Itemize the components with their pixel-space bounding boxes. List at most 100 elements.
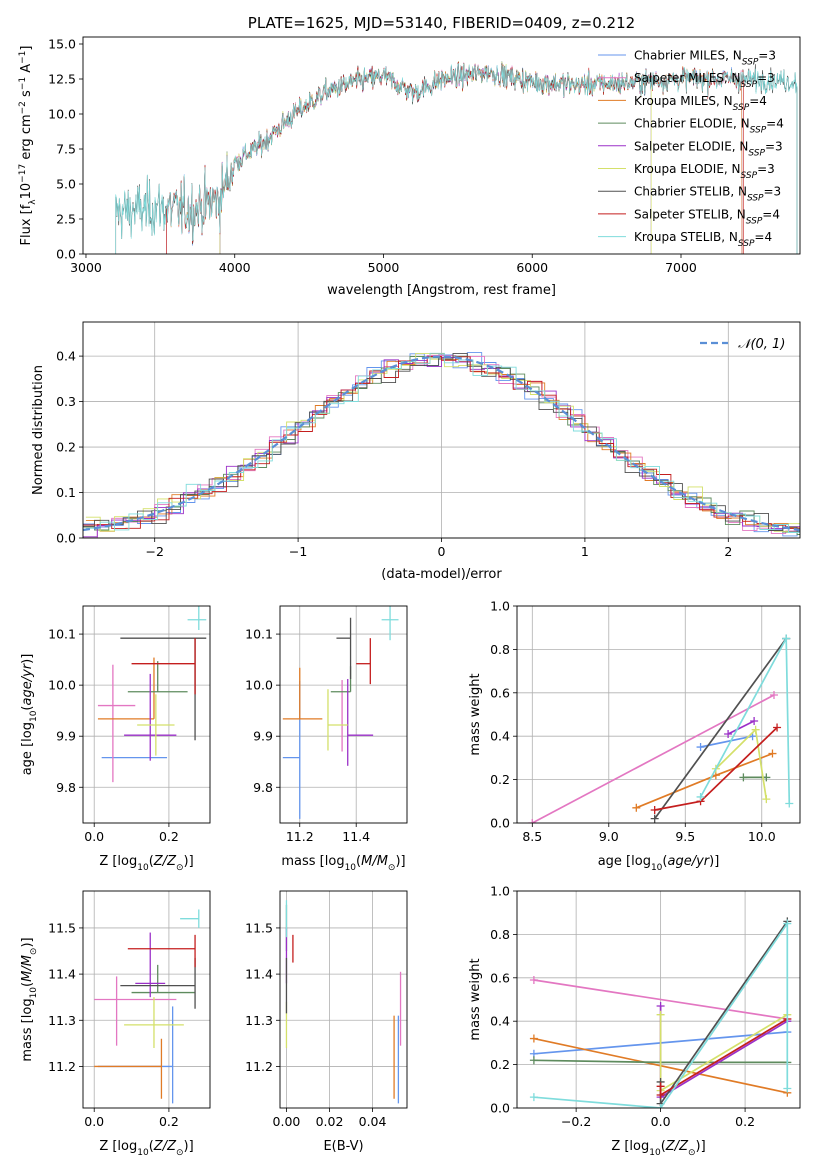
legend-label: Salpeter STELIB, NSSP=4 — [634, 207, 780, 226]
x-axis-label: age [log10(age/yr)] — [598, 854, 720, 873]
axes-weight_vs_age: 8.5 9.0 9.5 10.0 0.0 0.2 0.4 0.6 0.8 1.0 — [490, 599, 801, 844]
weight-marker — [650, 814, 659, 823]
spectrum-line — [166, 61, 743, 254]
weight-marker — [528, 819, 537, 823]
label-part: ⊙ — [176, 863, 184, 873]
weight-marker — [739, 773, 748, 782]
weight-marker — [632, 803, 641, 812]
label-part: ( — [20, 982, 35, 987]
axes-frame — [82, 890, 211, 1109]
weight-marker — [768, 749, 777, 758]
label-part: =3 — [757, 162, 775, 176]
plot-area-age_vs_Z — [97, 606, 207, 783]
y-tick-label: 0.3 — [56, 394, 76, 409]
x-tick-label: 10.0 — [748, 829, 776, 844]
weight-marker — [696, 792, 705, 801]
label-part: 10 — [137, 863, 149, 873]
axes-age_vs_Z: 0.0 0.2 9.8 9.9 10.0 10.1 — [48, 605, 211, 844]
label-part: E(B-V) — [323, 1139, 363, 1154]
label-part: 10 — [345, 863, 357, 873]
label-part: SSP — [738, 239, 755, 249]
x-tick-label: 4000 — [219, 260, 251, 275]
y-tick-label: 2.5 — [56, 212, 76, 227]
y-tick-label: 11.2 — [245, 1059, 273, 1074]
weight-marker — [773, 723, 782, 732]
weight-marker — [750, 717, 759, 726]
label-part: SSP — [747, 194, 764, 204]
x-tick-label: 5000 — [368, 260, 400, 275]
histogram-steps — [83, 352, 800, 537]
y-axis-label: mass weight — [468, 958, 483, 1040]
label-part: Salpeter MILES, N — [634, 71, 741, 85]
x-tick-label: 9.0 — [599, 829, 619, 844]
axes-spectrum: 3000 4000 5000 6000 7000 0.0 2.5 5.0 7.5 10.0 12.5… — [48, 37, 801, 275]
label-part: 10 — [29, 987, 39, 999]
axes-mass_vs_ebv: 0.00 0.02 0.04 11.2 11.3 11.4 11.5 — [245, 890, 408, 1129]
y-tick-label: 11.3 — [48, 1013, 76, 1028]
weight-line — [533, 979, 788, 1020]
label-part: )] — [184, 1139, 194, 1154]
axes-age_vs_mass: 11.2 11.4 9.8 9.9 10.0 10.1 — [245, 605, 408, 844]
x-axis-label: wavelength [Angstrom, rest frame] — [327, 283, 556, 298]
label-part: Z [log — [99, 1139, 137, 1154]
x-tick-label: 11.2 — [286, 829, 314, 844]
x-tick-label: 0.0 — [84, 1114, 104, 1129]
label-part: Salpeter STELIB, N — [634, 207, 746, 221]
weight-marker — [769, 690, 778, 699]
label-part: ( — [661, 1139, 666, 1154]
legend-label: Chabrier MILES, NSSP=3 — [634, 49, 776, 68]
label-part: =3 — [764, 185, 782, 199]
x-axis-label: (data-model)/error — [381, 567, 502, 582]
label-part: Z [log — [611, 1139, 649, 1154]
label-part: SSP — [748, 148, 765, 158]
weight-marker — [783, 919, 792, 928]
x-axis-label: E(B-V) — [323, 1139, 363, 1154]
y-tick-label: 0.0 — [56, 247, 76, 262]
x-tick-label: −2 — [145, 544, 163, 559]
axes-frame — [516, 605, 801, 824]
x-tick-label: 9.5 — [675, 829, 695, 844]
axes-weight_vs_Z: −0.2 0.0 0.2 0.0 0.2 0.4 0.6 0.8 1.0 — [490, 884, 801, 1129]
x-tick-label: 2 — [724, 544, 732, 559]
label-part: =3 — [757, 71, 775, 85]
label-part: Chabrier MILES, N — [634, 49, 742, 63]
weight-line — [715, 727, 768, 800]
label-part: mass [log — [281, 854, 344, 869]
x-axis-label: mass [log10(M/M⊙)] — [281, 854, 405, 873]
plot-area-residuals — [83, 352, 800, 538]
weight-marker — [529, 1034, 538, 1043]
label-part: )] — [696, 1139, 706, 1154]
spectrum-line — [166, 61, 743, 254]
histogram-steps — [83, 352, 800, 532]
label-part: =3 — [765, 139, 783, 153]
x-tick-label: 0.00 — [273, 1114, 301, 1129]
weight-marker — [751, 725, 760, 734]
label-part: ( — [662, 854, 667, 869]
spectrum-line — [219, 62, 652, 254]
plot-area-spectrum — [115, 61, 798, 254]
label-part: age [log — [598, 854, 651, 869]
axes-residuals: −2 −1 0 1 2 0.0 0.1 0.2 0.3 0.4 — [56, 321, 801, 559]
weight-marker — [783, 1084, 792, 1093]
y-tick-label: 0.0 — [490, 816, 510, 831]
label-part: M/M — [20, 955, 35, 982]
legend-label: Kroupa ELODIE, NSSP=3 — [634, 162, 775, 181]
gaussian-curve — [83, 355, 800, 532]
axes-frame — [279, 605, 408, 824]
axes-frame — [279, 890, 408, 1109]
y-tick-label: 0.4 — [490, 1014, 510, 1029]
label-part: ⊙ — [688, 1148, 696, 1158]
label-part: Chabrier STELIB, N — [634, 185, 747, 199]
label-part: )] — [395, 854, 405, 869]
label-part: )] — [184, 854, 194, 869]
label-part: Kroupa STELIB, N — [634, 230, 738, 244]
weight-marker — [785, 799, 794, 808]
y-tick-label: 0.0 — [56, 531, 76, 546]
histogram-steps — [85, 353, 800, 532]
y-tick-label: 11.5 — [245, 920, 273, 935]
legend-label: Salpeter ELODIE, NSSP=3 — [634, 139, 783, 158]
y-axis-label: mass weight — [468, 673, 483, 755]
x-axis-label: Z [log10(Z/Z⊙)] — [99, 854, 193, 873]
weight-line — [531, 694, 775, 823]
